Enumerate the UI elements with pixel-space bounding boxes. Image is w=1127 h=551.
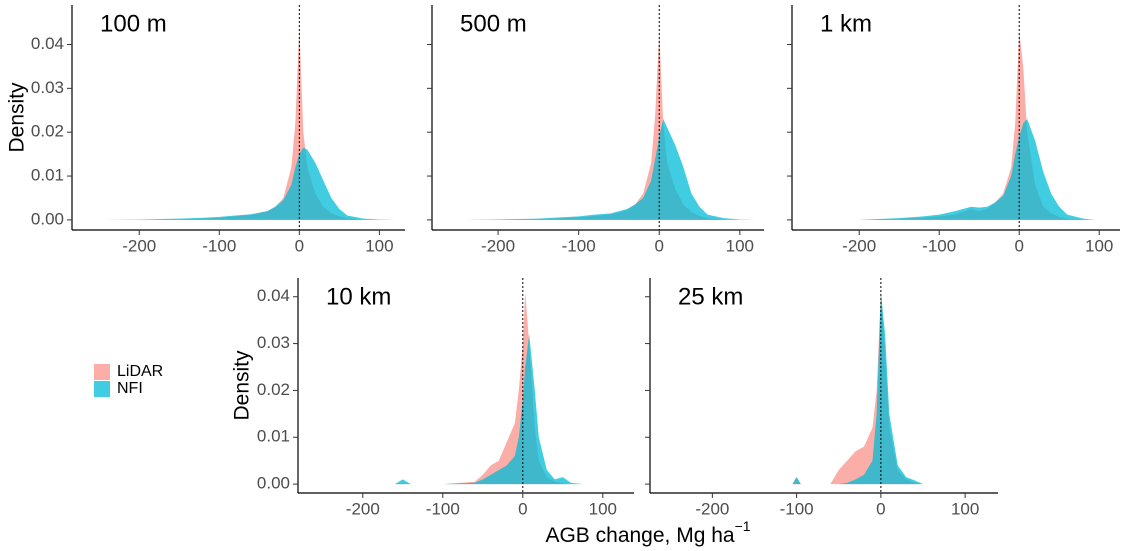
x-tick-label: 0 [655, 236, 664, 255]
density-area [99, 147, 396, 220]
x-tick-label: 0 [876, 499, 885, 518]
y-tick-label: 0.00 [31, 209, 64, 228]
legend-swatch [94, 381, 110, 397]
y-tick-label: 0.03 [257, 333, 290, 352]
y-axis-label: Density [6, 82, 29, 153]
panel-title: 100 m [100, 10, 167, 37]
density-area [394, 334, 583, 485]
panel-title: 10 km [326, 283, 391, 310]
y-tick-label: 0.01 [31, 166, 64, 185]
panel: -200 -100 0 100 0.00 0.01 0.02 0.03 0.04 100 m Den… [6, 5, 405, 255]
x-tick-label: -200 [122, 236, 156, 255]
x-tick-label: -200 [695, 499, 729, 518]
x-tick-label: 100 [589, 499, 617, 518]
x-tick-label: -100 [202, 236, 236, 255]
x-tick-label: -100 [780, 499, 814, 518]
panel-title: 25 km [678, 283, 743, 310]
x-tick-label: -100 [426, 499, 460, 518]
x-tick-label: 0 [295, 236, 304, 255]
x-tick-label: -200 [842, 236, 876, 255]
x-tick-label: -200 [481, 236, 515, 255]
x-tick-label: -200 [346, 499, 380, 518]
density-area [465, 31, 756, 220]
legend-swatch [94, 364, 110, 380]
density-area [394, 292, 583, 485]
panel: -200 -100 0 100 500 m [427, 5, 764, 255]
panel: -200 -100 0 100 1 km [787, 5, 1120, 255]
x-tick-label: 100 [726, 236, 754, 255]
density-area [859, 119, 1096, 220]
x-tick-label: -100 [922, 236, 956, 255]
y-tick-label: 0.00 [257, 474, 290, 493]
legend-label: LiDAR [117, 363, 163, 380]
legend-label: NFI [117, 380, 143, 397]
x-label-text: AGB change, Mg ha [545, 524, 734, 547]
y-tick-label: 0.04 [31, 34, 64, 53]
y-axis-label: Density [231, 350, 254, 421]
panel-title: 1 km [820, 10, 872, 37]
density-area [792, 292, 924, 485]
density-area [99, 26, 396, 220]
x-label-superscript: −1 [735, 518, 751, 534]
x-axis-label: AGB change, Mg ha−1 [545, 518, 750, 547]
density-area [859, 31, 1096, 220]
y-tick-label: 0.02 [257, 380, 290, 399]
x-tick-label: -100 [562, 236, 596, 255]
density-area [465, 119, 756, 220]
x-tick-label: 100 [951, 499, 979, 518]
panel: -200 -100 0 100 0.00 0.01 0.02 0.03 0.04 10 km Den… [231, 278, 634, 518]
x-tick-label: 100 [1085, 236, 1113, 255]
y-tick-label: 0.03 [31, 78, 64, 97]
panel: -200 -100 0 100 25 km [645, 278, 998, 518]
density-area [792, 292, 924, 485]
x-tick-label: 0 [518, 499, 527, 518]
panel-title: 500 m [460, 10, 527, 37]
x-tick-label: 0 [1014, 236, 1023, 255]
y-tick-label: 0.01 [257, 427, 290, 446]
y-tick-label: 0.04 [257, 286, 290, 305]
y-tick-label: 0.02 [31, 122, 64, 141]
x-tick-label: 100 [365, 236, 393, 255]
